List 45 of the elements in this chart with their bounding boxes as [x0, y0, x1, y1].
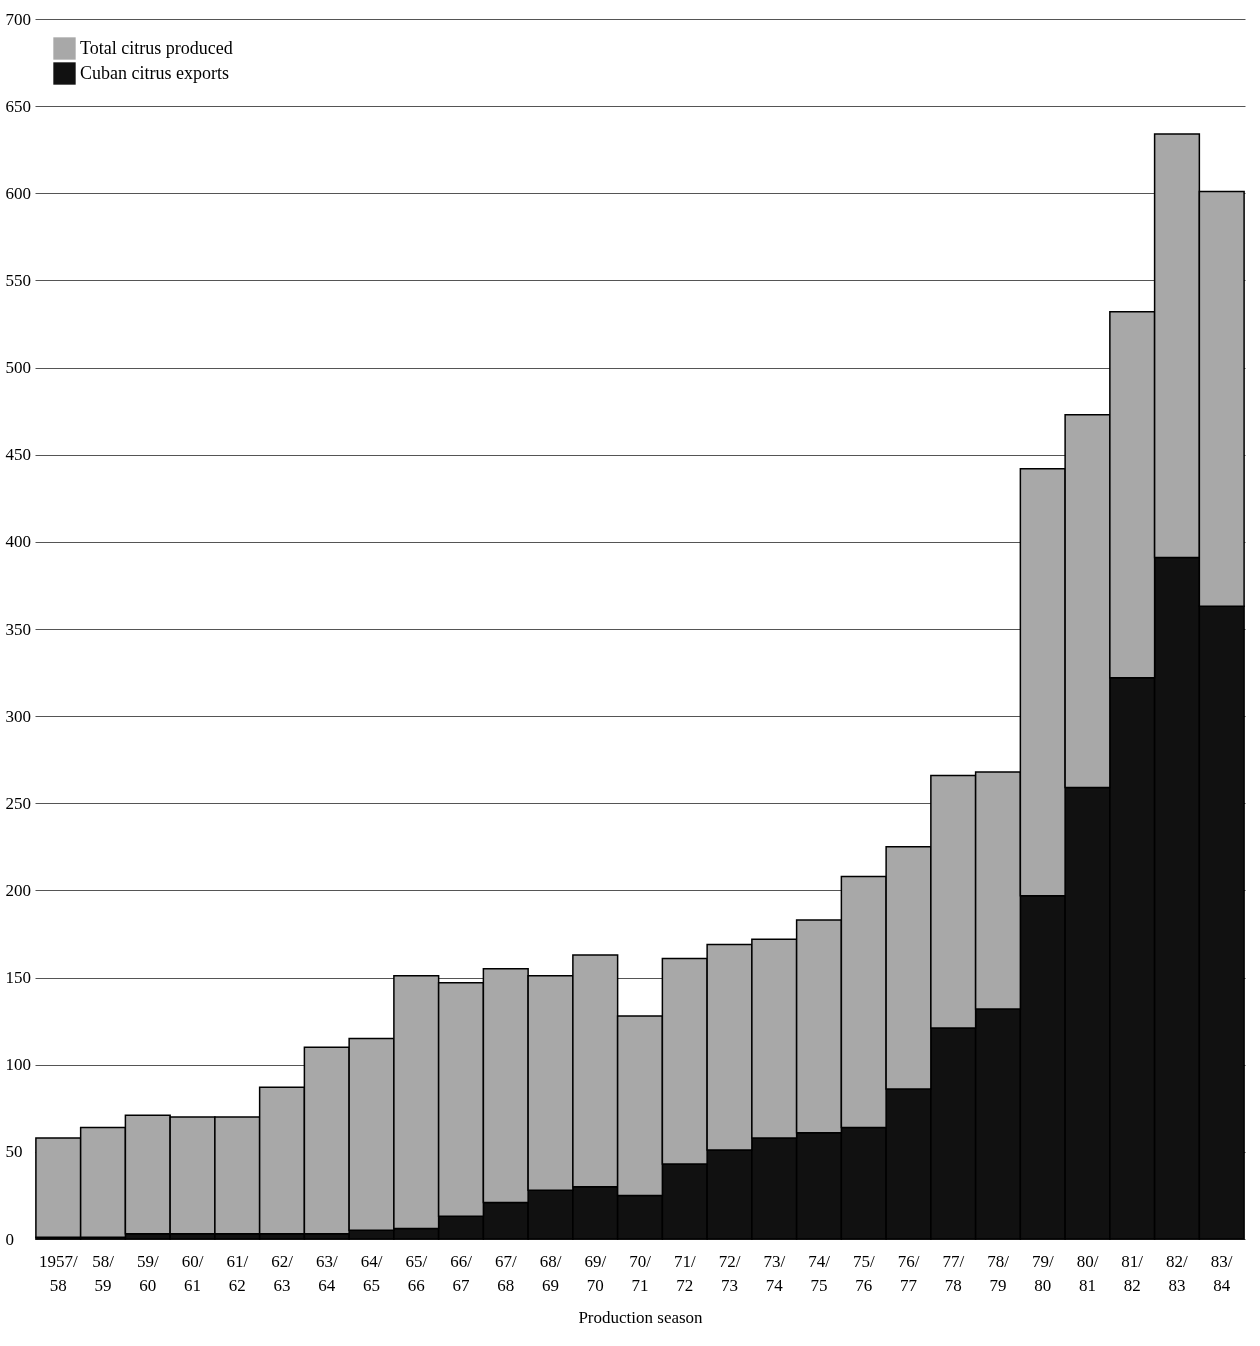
y-tick-label: 300 [5, 706, 31, 726]
x-tick-label: 70/ 71 [629, 1251, 652, 1295]
x-tick-label: 72/ 73 [718, 1251, 741, 1295]
y-tick-label: 100 [5, 1055, 31, 1075]
x-tick-label: 73/ 74 [763, 1251, 786, 1295]
y-tick-label: 450 [5, 445, 31, 465]
x-tick-label: 78/ 79 [987, 1251, 1010, 1295]
x-tick-label: 66/ 67 [450, 1251, 473, 1295]
x-tick-label: 61/ 62 [226, 1251, 249, 1295]
x-tick-label: 83/ 84 [1210, 1251, 1233, 1295]
y-tick-label: 550 [5, 270, 31, 290]
x-tick-label: 59/ 60 [136, 1251, 159, 1295]
legend-label: Cuban citrus exports [80, 62, 229, 83]
x-tick-label: 75/ 76 [852, 1251, 875, 1295]
x-tick-label: 74/ 75 [808, 1251, 831, 1295]
x-tick-label: 81/ 82 [1121, 1251, 1144, 1295]
x-tick-label: 69/ 70 [584, 1251, 607, 1295]
x-tick-label: 63/ 64 [315, 1251, 338, 1295]
x-tick-label: 58/ 59 [92, 1251, 115, 1295]
y-tick-label: 0 [5, 1229, 14, 1249]
x-tick-label: 76/ 77 [897, 1251, 920, 1295]
x-tick-label: 62/ 63 [271, 1251, 294, 1295]
y-tick-label: 350 [5, 619, 31, 639]
y-tick-label: 650 [5, 96, 31, 116]
x-tick-label: 77/ 78 [942, 1251, 965, 1295]
x-tick-label: 1957/ 58 [38, 1251, 78, 1295]
x-tick-label: 67/ 68 [494, 1251, 517, 1295]
x-axis-title: Production season [578, 1307, 704, 1327]
x-tick-label: 64/ 65 [360, 1251, 383, 1295]
x-tick-label: 79/ 80 [1031, 1251, 1054, 1295]
x-tick-label: 68/ 69 [539, 1251, 562, 1295]
y-tick-label: 500 [5, 358, 31, 378]
y-tick-label: 200 [5, 880, 31, 900]
x-tick-label: 65/ 66 [405, 1251, 428, 1295]
x-tick-label: 60/ 61 [181, 1251, 204, 1295]
y-tick-label: 150 [5, 968, 31, 988]
legend-label: Total citrus produced [80, 37, 233, 58]
y-tick-label: 50 [5, 1142, 23, 1162]
x-tick-label: 71/ 72 [673, 1251, 696, 1295]
y-tick-label: 700 [5, 9, 31, 29]
y-tick-label: 400 [5, 532, 31, 552]
x-tick-label: 82/ 83 [1166, 1251, 1189, 1295]
x-tick-label: 80/ 81 [1076, 1251, 1099, 1295]
y-tick-label: 250 [5, 793, 31, 813]
y-tick-label: 600 [5, 183, 31, 203]
